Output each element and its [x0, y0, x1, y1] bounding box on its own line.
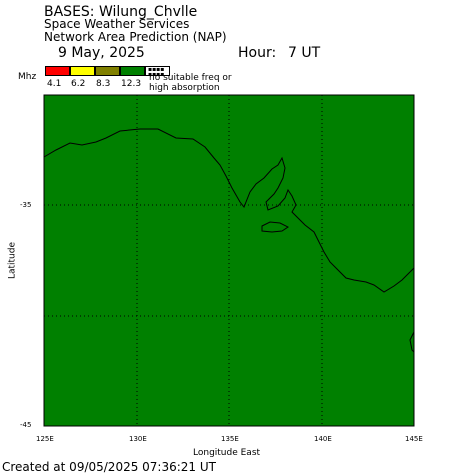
legend-swatch-red [45, 66, 70, 76]
lon-tick-140: 140E [314, 435, 332, 443]
lon-tick-125: 125E [36, 435, 54, 443]
hour-value: 7 UT [288, 45, 321, 61]
lon-tick-145: 145E [405, 435, 423, 443]
forecast-date: 9 May, 2025 [58, 45, 145, 61]
frequency-legend: ▪▪▪▪ ▪▪▪▪ [45, 66, 170, 78]
created-timestamp: Created at 09/05/2025 07:36:21 UT [2, 460, 216, 474]
legend-value-3: 8.3 [96, 79, 111, 89]
legend-unit: Mhz [18, 72, 37, 82]
title-service: Space Weather Services [44, 17, 190, 31]
lat-tick-45: -45 [20, 421, 32, 429]
map-area [43, 94, 415, 427]
hour-label: Hour: [238, 45, 277, 61]
x-axis-label: Longitude East [193, 448, 261, 458]
title-product: Network Area Prediction (NAP) [44, 30, 227, 44]
legend-no-suitable-line1: no suitable freq or [149, 73, 232, 83]
lat-tick-35: -35 [20, 201, 32, 209]
legend-swatch-yellow [70, 66, 95, 76]
y-axis-label: Latitude [7, 241, 18, 280]
legend-no-suitable-line2: high absorption [149, 83, 220, 93]
coastline-east-edge [409, 331, 415, 353]
title-bases: BASES: Wilung_Chvlle [44, 4, 198, 20]
legend-swatch-no-suitable: ▪▪▪▪ ▪▪▪▪ [145, 66, 170, 78]
lon-tick-135: 135E [221, 435, 239, 443]
coastline [43, 128, 415, 353]
grid-lines [44, 95, 414, 426]
kangaroo-island [261, 221, 289, 233]
coastline-mainland [43, 128, 415, 293]
legend-value-2: 6.2 [71, 79, 86, 89]
legend-swatch-olive [95, 66, 120, 76]
legend-value-1: 4.1 [47, 79, 62, 89]
lon-tick-130: 130E [129, 435, 147, 443]
legend-swatch-green [120, 66, 145, 76]
legend-value-4: 12.3 [121, 79, 142, 89]
